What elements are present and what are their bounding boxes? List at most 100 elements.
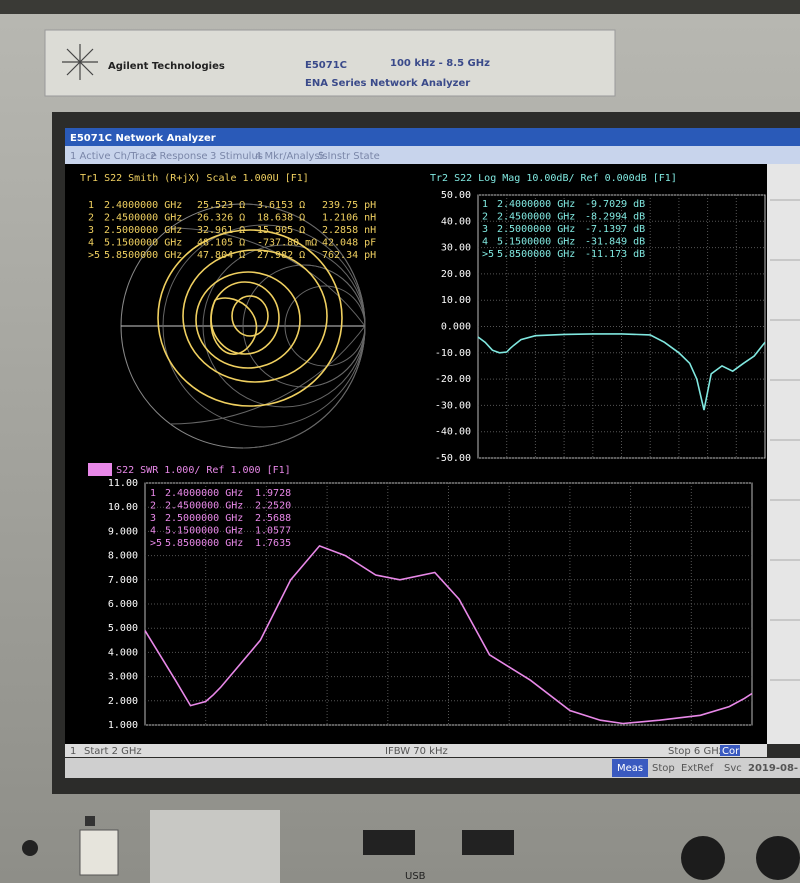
softkey-panel (767, 164, 800, 744)
marker-cell: -9.7029 dB (585, 199, 645, 210)
y-tick-label: 8.000 (108, 551, 138, 562)
marker-cell: 4 (150, 526, 156, 537)
menu-bar (65, 146, 800, 164)
taskbar-item: 2019-08- (748, 763, 798, 774)
usb-port[interactable] (363, 830, 415, 855)
taskbar-item: Meas (617, 763, 643, 774)
y-tick-label: 1.000 (108, 720, 138, 731)
active-tab (612, 759, 648, 777)
smith-marker-cell: 15.905 Ω (257, 225, 305, 236)
y-tick-label: 30.00 (441, 243, 471, 254)
usb-label: USB (405, 871, 426, 882)
smith-marker-cell: 48.105 Ω (197, 238, 245, 249)
smith-marker-cell: 27.982 Ω (257, 250, 305, 261)
smith-marker-cell: 2.2858 nH (322, 225, 376, 236)
smith-marker-cell: 26.326 Ω (197, 213, 245, 224)
smith-marker-cell: 42.048 pF (322, 238, 376, 249)
marker-cell: 2.5000000 GHz (165, 513, 243, 524)
y-tick-label: 6.000 (108, 599, 138, 610)
trace-title: Tr3 S22 SWR 1.000/ Ref 1.000 [F1] (92, 465, 291, 476)
smith-marker-cell: >5 (88, 250, 100, 261)
y-tick-label: -20.00 (435, 374, 471, 385)
smith-title: Tr1 S22 Smith (R+jX) Scale 1.000U [F1] (80, 173, 309, 184)
smith-marker-cell: 4 (88, 238, 94, 249)
marker-cell: 1.7635 (255, 538, 291, 549)
status-channel: 1 (70, 746, 76, 757)
marker-cell: -8.2994 dB (585, 212, 645, 223)
smith-marker-cell: 2 (88, 213, 94, 224)
smith-marker-cell: 18.638 Ω (257, 213, 305, 224)
y-tick-label: 3.000 (108, 672, 138, 683)
ground-jack (22, 840, 38, 856)
marker-cell: 2 (482, 212, 488, 223)
range: 100 kHz - 8.5 GHz (390, 58, 490, 69)
marker-cell: -11.173 dB (585, 249, 645, 260)
status-start: Start 2 GHz (84, 746, 142, 757)
smith-marker-cell: -737.80 mΩ (257, 238, 317, 249)
model: E5071C (305, 60, 347, 71)
smith-marker-cell: 239.75 pH (322, 200, 376, 211)
marker-cell: 5.8500000 GHz (497, 249, 575, 260)
smith-marker-cell: 5.1500000 GHz (104, 238, 182, 249)
y-tick-label: 4.000 (108, 647, 138, 658)
marker-cell: 5.8500000 GHz (165, 538, 243, 549)
connector (756, 836, 800, 880)
marker-cell: -7.1397 dB (585, 224, 645, 235)
top-edge (0, 0, 800, 14)
marker-cell: 1.0577 (255, 526, 291, 537)
trace (144, 544, 753, 725)
series: ENA Series Network Analyzer (305, 78, 470, 89)
marker-cell: -31.849 dB (585, 237, 645, 248)
status-stop: Stop 6 GHz (668, 746, 724, 757)
y-tick-label: 7.000 (108, 575, 138, 586)
label-plate (44, 29, 616, 97)
menu-item: 1 Active Ch/Trace (70, 151, 157, 162)
smith-marker-cell: 25.523 Ω (197, 200, 245, 211)
smith-marker-cell: 32.961 Ω (197, 225, 245, 236)
marker-cell: 1 (482, 199, 488, 210)
smith-chart (120, 203, 366, 449)
marker-cell: 2.4000000 GHz (165, 488, 243, 499)
y-tick-label: -30.00 (435, 400, 471, 411)
marker-cell: 3 (482, 224, 488, 235)
y-tick-label: -10.00 (435, 348, 471, 359)
plots: 50.00 40.00 30.00 20.00 10.00 0.000 -10.00 -20.… (92, 173, 766, 731)
status-ifbw: IFBW 70 kHz (385, 746, 448, 757)
marker-cell: 2.4500000 GHz (165, 501, 243, 512)
smith-marker-cell: 2.5000000 GHz (104, 225, 182, 236)
taskbar-item: ExtRef (681, 763, 714, 774)
trace (477, 333, 766, 411)
title-bar (65, 128, 800, 146)
y-tick-label: 2.000 (108, 696, 138, 707)
smith-marker-cell: 47.804 Ω (197, 250, 245, 261)
trace-title: Tr2 S22 Log Mag 10.00dB/ Ref 0.000dB [F1… (430, 173, 677, 184)
menu-item: 3 Stimulus (210, 151, 263, 162)
marker-cell: >5 (150, 538, 162, 549)
y-tick-label: -40.00 (435, 427, 471, 438)
marker-cell: 4 (482, 237, 488, 248)
status-bar (65, 744, 767, 757)
smith-marker-cell: 1 (88, 200, 94, 211)
smith-marker-cell: 1.2106 nH (322, 213, 376, 224)
power-button[interactable] (79, 829, 119, 876)
smith-marker-cell: 5.8500000 GHz (104, 250, 182, 261)
softkey-lines (770, 199, 800, 681)
y-tick-label: 50.00 (441, 190, 471, 201)
smith-marker-cell: 2.4500000 GHz (104, 213, 182, 224)
taskbar-items: Meas Stop ExtRef Svc 2019-08- (612, 759, 798, 777)
power-led (85, 816, 95, 826)
marker-cell: 2 (150, 501, 156, 512)
menu-item: 5 Instr State (318, 151, 380, 162)
panel-plate (150, 810, 280, 883)
y-tick-label: 20.00 (441, 269, 471, 280)
marker-cell: 2.5688 (255, 513, 291, 524)
smith-marker-cell: 3.6153 Ω (257, 200, 305, 211)
y-tick-label: 0.000 (441, 322, 471, 333)
marker-cell: 5.1500000 GHz (497, 237, 575, 248)
usb-port[interactable] (462, 830, 514, 855)
taskbar-item: Stop (652, 763, 675, 774)
marker-cell: 1.9728 (255, 488, 291, 499)
window-title: E5071C Network Analyzer (70, 133, 216, 144)
marker-cell: 2.5000000 GHz (497, 224, 575, 235)
